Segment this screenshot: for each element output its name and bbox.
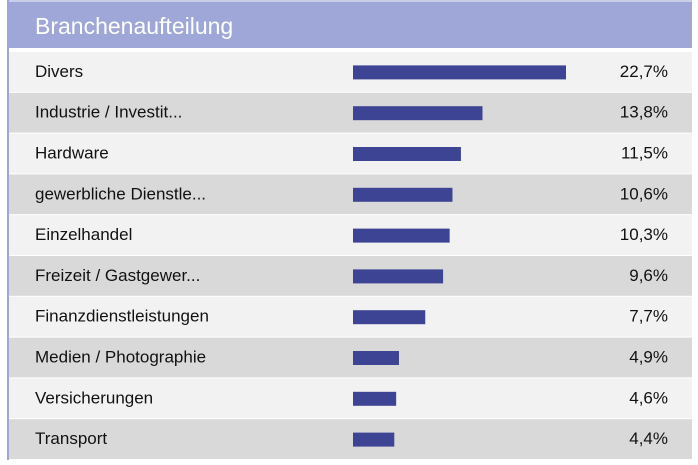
row-label: Finanzdienstleistungen bbox=[35, 307, 209, 326]
row-background bbox=[8, 419, 692, 459]
bar bbox=[353, 351, 399, 365]
value-label: 10,3% bbox=[620, 225, 668, 244]
chart-title: Branchenaufteilung bbox=[35, 13, 233, 39]
row-label: Transport bbox=[35, 429, 107, 448]
row-background bbox=[8, 52, 692, 92]
row-background bbox=[8, 92, 692, 133]
value-label: 22,7% bbox=[620, 62, 668, 81]
value-label: 13,8% bbox=[620, 103, 668, 122]
value-label: 4,4% bbox=[629, 429, 668, 448]
value-label: 4,9% bbox=[629, 347, 668, 366]
bar bbox=[353, 310, 426, 325]
bar bbox=[353, 228, 450, 243]
bar bbox=[353, 65, 566, 80]
header-band bbox=[8, 0, 692, 48]
bar bbox=[353, 106, 483, 121]
row-background bbox=[8, 378, 692, 419]
row-background bbox=[8, 133, 692, 174]
row-label: Hardware bbox=[35, 143, 109, 162]
row-background bbox=[8, 215, 692, 255]
bar bbox=[353, 432, 395, 447]
row-label: gewerbliche Dienstle... bbox=[35, 184, 206, 203]
row-label: Einzelhandel bbox=[35, 225, 132, 244]
row-label: Divers bbox=[35, 62, 83, 81]
row-label: Freizeit / Gastgewer... bbox=[35, 266, 200, 285]
bar bbox=[353, 147, 461, 161]
value-label: 10,6% bbox=[620, 184, 668, 203]
bar bbox=[353, 391, 397, 406]
value-label: 9,6% bbox=[629, 266, 668, 285]
row-label: Medien / Photographie bbox=[35, 347, 206, 366]
row-label: Versicherungen bbox=[35, 388, 153, 407]
value-label: 4,6% bbox=[629, 388, 668, 407]
bar bbox=[353, 269, 444, 284]
rows: Divers 22,7% Industrie / Investit... 13,8% H… bbox=[8, 52, 692, 459]
bar bbox=[353, 187, 453, 202]
value-label: 7,7% bbox=[629, 307, 668, 326]
row-label: Industrie / Investit... bbox=[35, 103, 182, 122]
value-label: 11,5% bbox=[621, 143, 668, 162]
row-background bbox=[8, 296, 692, 337]
row-background bbox=[8, 337, 692, 378]
row-background bbox=[8, 174, 692, 215]
row-background bbox=[8, 256, 692, 296]
